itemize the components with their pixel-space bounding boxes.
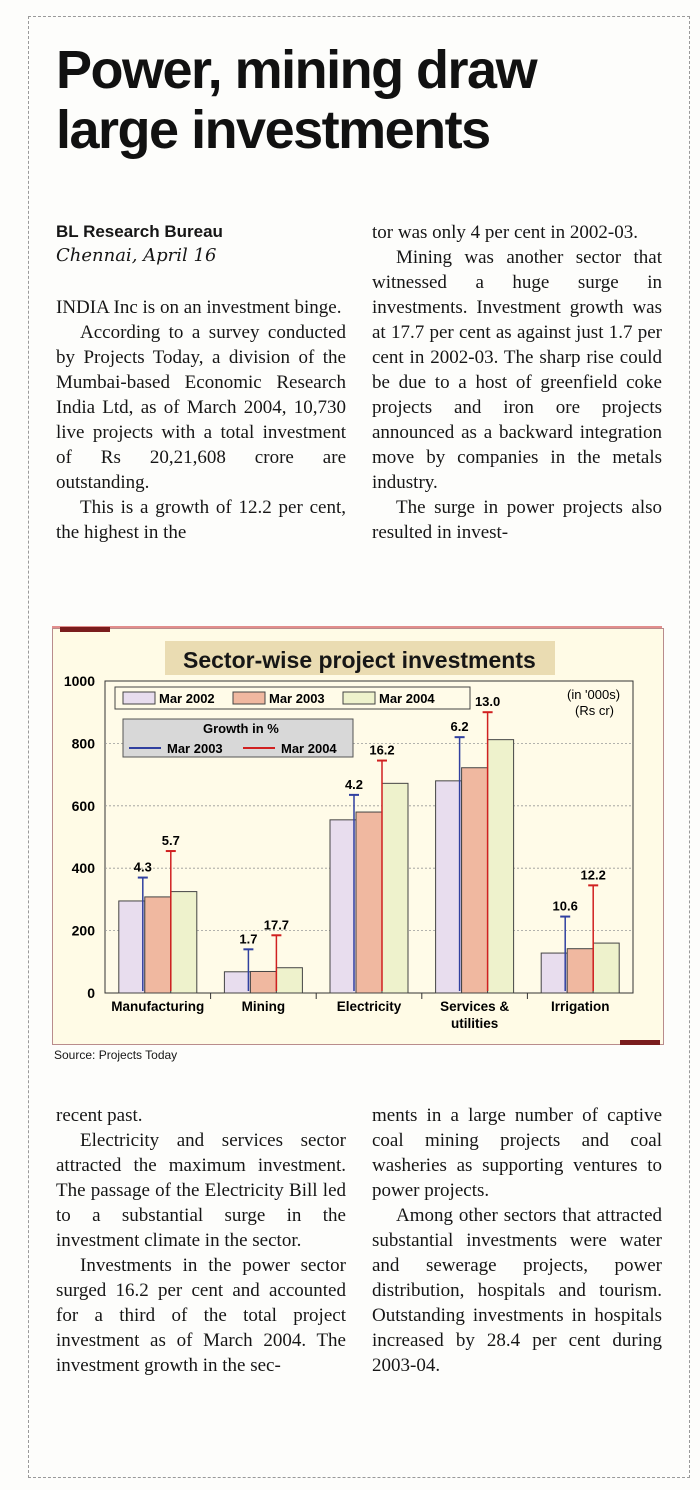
headline: Power, mining draw large investments	[56, 40, 676, 160]
headline-line-2: large investments	[56, 100, 491, 160]
column-2-top: tor was only 4 per cent in 2002-03. Mini…	[372, 220, 662, 545]
paragraph: Electricity and services sector attracte…	[56, 1130, 346, 1251]
growth-label: 12.2	[581, 867, 606, 882]
paragraph: tor was only 4 per cent in 2002-03.	[372, 222, 638, 243]
chart-top-mark	[60, 627, 110, 632]
growth-legend-title: Growth in %	[203, 721, 279, 736]
paragraph: According to a survey conducted by Proje…	[56, 322, 346, 493]
paragraph: Among other sectors that attracted subst…	[372, 1205, 662, 1376]
x-category-label: Manufacturing	[111, 999, 204, 1014]
chart: Sector-wise project investments 4.3 5.7 1.…	[52, 628, 664, 1045]
paragraph: recent past.	[56, 1105, 143, 1126]
growth-label: 4.2	[345, 777, 363, 792]
article-frame	[28, 16, 690, 1478]
bar-2004	[170, 891, 198, 994]
chart-title-band	[165, 641, 555, 675]
growth-legend-label-2003: Mar 2003	[167, 741, 223, 756]
units-label-line2: (Rs cr)	[575, 703, 614, 718]
growth-label: 16.2	[369, 743, 394, 758]
paragraph: INDIA Inc is on an investment binge.	[56, 297, 342, 318]
y-tick-label: 400	[72, 860, 96, 876]
column-1-top: INDIA Inc is on an investment binge. Acc…	[56, 295, 346, 545]
bar-2003	[355, 811, 383, 994]
bar-2002	[223, 971, 251, 994]
units-label-line1: (in '000s)	[567, 687, 620, 702]
legend-swatch-mar2004	[342, 691, 376, 705]
legend-swatch-mar2002	[122, 691, 156, 705]
byline-block: BL Research Bureau Chennai, April 16	[56, 220, 223, 268]
chart-title-group: Sector-wise project investments	[165, 641, 555, 675]
chart-bottom-mark	[620, 1040, 660, 1045]
growth-label: 6.2	[451, 719, 469, 734]
legend-label-mar2002: Mar 2002	[159, 691, 215, 706]
bar-2003	[566, 948, 594, 994]
legend: Mar 2002 Mar 2003 Mar 2004 Growth in % M…	[114, 686, 471, 758]
y-tick-label: 600	[72, 798, 96, 814]
bar-2003	[461, 767, 489, 994]
chart-source: Source: Projects Today	[54, 1048, 178, 1062]
x-category-label: Services &	[440, 999, 509, 1014]
column-1-bottom: recent past. Electricity and services se…	[56, 1103, 346, 1378]
paragraph: Investments in the power sector surged 1…	[56, 1255, 346, 1376]
growth-label: 1.7	[239, 931, 257, 946]
x-category-label: Irrigation	[551, 999, 610, 1014]
x-category-label: Electricity	[337, 999, 402, 1014]
growth-legend-box	[122, 718, 354, 758]
legend-box	[114, 686, 471, 710]
y-tick-label: 800	[72, 735, 96, 751]
bar-2002	[329, 819, 357, 994]
headline-line-1: Power, mining draw	[56, 40, 538, 100]
dateline: Chennai, April 16	[56, 245, 217, 266]
column-2-bottom: ments in a large number of captive coal …	[372, 1103, 662, 1378]
paragraph: This is a growth of 12.2 per cent, the h…	[56, 497, 346, 543]
y-tick-label: 200	[72, 923, 96, 939]
bar-2004	[275, 967, 303, 994]
growth-label: 17.7	[264, 917, 289, 932]
y-tick-label: 0	[87, 985, 95, 1001]
growth-label: 10.6	[553, 899, 578, 914]
bar-2004	[592, 942, 620, 994]
y-tick-label: 1000	[64, 673, 95, 689]
chart-svg: Sector-wise project investments 4.3 5.7 1.…	[64, 641, 634, 1031]
legend-label-mar2003: Mar 2003	[269, 691, 325, 706]
bar-2003	[249, 970, 277, 994]
growth-legend-label-2004: Mar 2004	[281, 741, 337, 756]
paragraph: The surge in power projects also resulte…	[372, 497, 662, 543]
chart-title: Sector-wise project investments	[183, 647, 536, 673]
growth-label: 4.3	[134, 860, 152, 875]
paragraph: Mining was another sector that witnessed…	[372, 247, 662, 493]
x-category-label: Mining	[242, 999, 286, 1014]
bar-2004	[487, 739, 515, 994]
bar-2003	[144, 896, 172, 994]
legend-label-mar2004: Mar 2004	[379, 691, 435, 706]
growth-label: 13.0	[475, 694, 500, 709]
bar-2004	[381, 782, 409, 994]
paragraph: ments in a large number of captive coal …	[372, 1105, 662, 1201]
growth-label: 5.7	[162, 833, 180, 848]
bar-2002	[118, 900, 146, 994]
x-category-label: utilities	[451, 1016, 498, 1031]
byline: BL Research Bureau	[56, 222, 223, 241]
bar-2002	[435, 780, 463, 994]
legend-swatch-mar2003	[232, 691, 266, 705]
bar-2002	[540, 952, 568, 994]
